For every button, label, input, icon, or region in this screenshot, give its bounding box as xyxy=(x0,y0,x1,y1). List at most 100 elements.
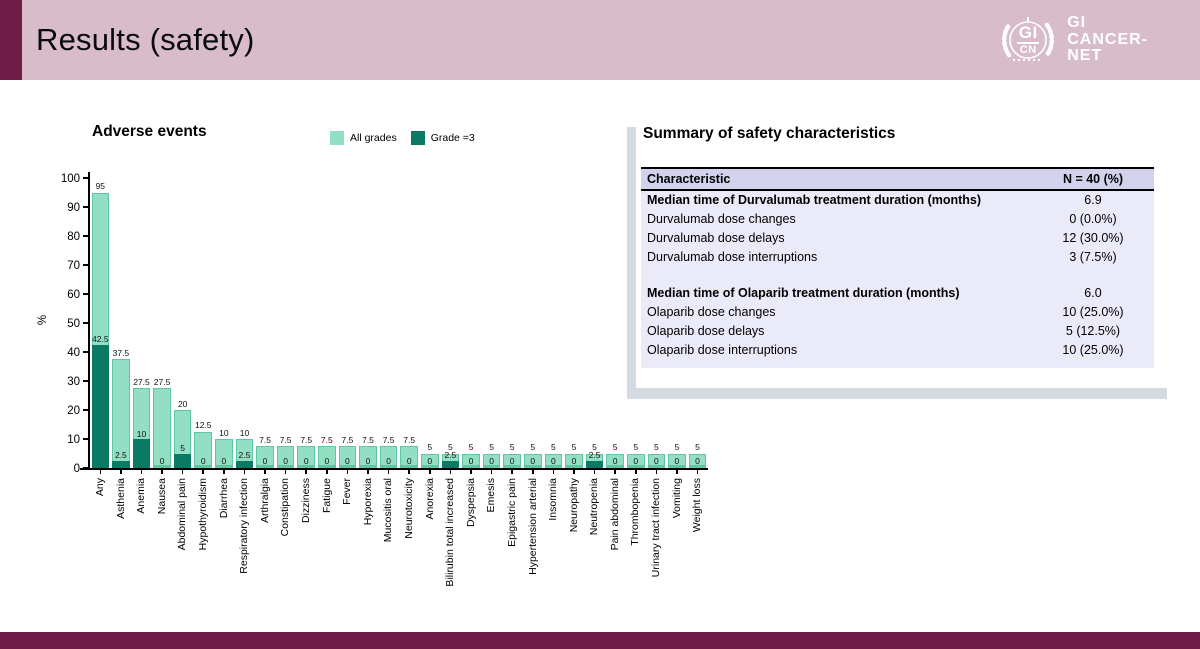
bar-value-label: 37.5 xyxy=(112,347,130,358)
bar-all-grades xyxy=(503,453,521,468)
row-label-cell: Durvalumab dose delays xyxy=(647,230,785,245)
bar-all-grades xyxy=(276,446,295,468)
y-tick-mark xyxy=(83,293,90,295)
row-label-cell: Olaparib dose changes xyxy=(647,304,776,319)
logo-line: NET xyxy=(1067,47,1103,65)
table-header-cell: N = 40 (%) xyxy=(1032,167,1154,191)
bar-value-label: 5 xyxy=(592,442,597,452)
x-category-label: Fever xyxy=(341,478,354,505)
adverse-events-chart: Adverse events All grades Grade =3 % 0 10… xyxy=(30,115,730,615)
x-category-label: Emesis xyxy=(485,478,498,513)
bar-grade3-value-label: 42.5 xyxy=(92,334,109,345)
bar-value-label: 27.5 xyxy=(153,376,171,387)
bar-grade3-value-label: 0 xyxy=(345,455,350,466)
bar-grade3-value-label: 2.5 xyxy=(238,450,251,461)
bar-grade3-value-label: 0 xyxy=(427,455,433,466)
x-tick-mark xyxy=(573,470,575,474)
x-tick-mark xyxy=(634,470,637,474)
table-header-row: Characteristic N = 40 (%) xyxy=(641,167,1154,191)
bar-value-label: 5 xyxy=(571,442,577,452)
grade3-swatch-icon xyxy=(410,131,425,145)
x-category-label: Diarrhea xyxy=(217,478,230,519)
plot-area: % 0 10 20 30 40 50 60 70 80 90 100 95 42.5 37.5 2.5 27.… xyxy=(37,172,708,587)
bar-grade3-value-label: 0 xyxy=(324,455,330,466)
row-label-cell: Median time of Olaparib treatment durati… xyxy=(647,285,960,300)
x-tick-mark xyxy=(614,470,616,474)
bar-value-label: 7.5 xyxy=(341,434,354,445)
bar-slot: 5 2.5 xyxy=(584,172,605,468)
bar-grade3-value-label: 0 xyxy=(365,455,371,466)
x-label-slot: Urinary tract infection xyxy=(646,470,667,610)
bar-value-label: 7.5 xyxy=(320,434,333,445)
y-tick-mark xyxy=(83,206,90,208)
x-label-slot: Dyspepsia xyxy=(461,470,482,610)
legend-item-all-grades: All grades xyxy=(330,131,397,145)
x-label-slot: Arthralgia xyxy=(255,470,276,610)
summary-table: Characteristic N = 40 (%) Median time of D… xyxy=(641,167,1154,359)
x-label-slot: Epigastric pain xyxy=(502,470,523,610)
y-tick-mark xyxy=(83,380,90,382)
bar-all-grades xyxy=(626,453,645,468)
x-tick-mark xyxy=(326,470,328,474)
x-tick-mark xyxy=(120,470,122,474)
bar-slot: 7.5 0 xyxy=(296,172,317,468)
bar-grade3-value-label: 2.5 xyxy=(114,450,127,461)
bar-grade3-value-label: 0 xyxy=(674,455,680,466)
x-label-slot: Neutropenia xyxy=(584,470,605,610)
y-tick-label: 50 xyxy=(67,317,80,330)
row-value-cell: 6.0 xyxy=(1084,285,1102,300)
x-label-slot: Hypertension arterial xyxy=(522,470,543,610)
bar-slot: 10 2.5 xyxy=(234,172,255,468)
table-row: Olaparib dose changes 10 (25.0%) xyxy=(641,302,1154,321)
y-tick-mark xyxy=(83,409,90,411)
all-grades-swatch-icon xyxy=(330,131,344,145)
bar-grade3 xyxy=(585,460,604,468)
bar-all-grades xyxy=(565,453,583,468)
y-tick-label: 0 xyxy=(73,462,80,475)
bar-value-label: 5 xyxy=(612,442,618,452)
x-label-slot: Hyporexia xyxy=(358,470,379,610)
bar-all-grades xyxy=(194,431,213,468)
bar-value-label: 7.5 xyxy=(403,434,416,445)
y-tick-label: 100 xyxy=(60,172,80,185)
logo-divider xyxy=(1017,42,1040,44)
table-row: Olaparib dose interruptions 10 (25.0%) xyxy=(641,340,1154,359)
x-tick-mark xyxy=(305,470,308,474)
bar-value-label: 5 xyxy=(489,442,494,452)
x-tick-mark xyxy=(470,470,472,474)
x-category-label: Hypertension arterial xyxy=(526,478,539,575)
bar-all-grades xyxy=(379,446,398,468)
row-label-cell xyxy=(641,266,1032,283)
legend-label: All grades xyxy=(350,132,397,144)
y-tick-mark xyxy=(83,438,90,440)
y-tick-label: 40 xyxy=(67,346,80,359)
bar-slot: 27.5 10 xyxy=(131,172,152,468)
x-category-label: Any xyxy=(94,478,107,497)
x-tick-mark xyxy=(181,470,184,474)
y-tick-label: 90 xyxy=(67,201,80,214)
x-label-slot: Abdominal pain xyxy=(172,470,193,610)
x-category-label: Hyporexia xyxy=(361,478,374,526)
summary-table-wrap: Characteristic N = 40 (%) Median time of D… xyxy=(641,167,1154,368)
logo-wordmark: GI CANCER- NET xyxy=(1067,14,1148,65)
x-label-slot: Anorexia xyxy=(420,470,441,610)
bar-slot: 12.5 0 xyxy=(193,172,214,468)
bar-grade3-value-label: 0 xyxy=(303,455,309,466)
x-tick-mark xyxy=(676,470,678,474)
chart-legend: All grades Grade =3 xyxy=(330,131,475,145)
bar-slot: 7.5 0 xyxy=(275,172,296,468)
bar-value-label: 7.5 xyxy=(259,434,271,445)
bar-grade3 xyxy=(91,344,110,468)
bar-slot: 7.5 0 xyxy=(337,172,358,468)
x-tick-mark xyxy=(531,470,534,474)
summary-panel: Summary of safety characteristics Charac… xyxy=(636,116,1176,388)
row-value-cell xyxy=(1032,266,1154,283)
bar-all-grades xyxy=(482,453,501,468)
y-tick-mark xyxy=(83,235,90,237)
x-tick-mark xyxy=(696,470,699,474)
x-category-label: Vomiting xyxy=(670,478,683,519)
table-row: Median time of Durvalumab treatment dura… xyxy=(641,190,1154,209)
